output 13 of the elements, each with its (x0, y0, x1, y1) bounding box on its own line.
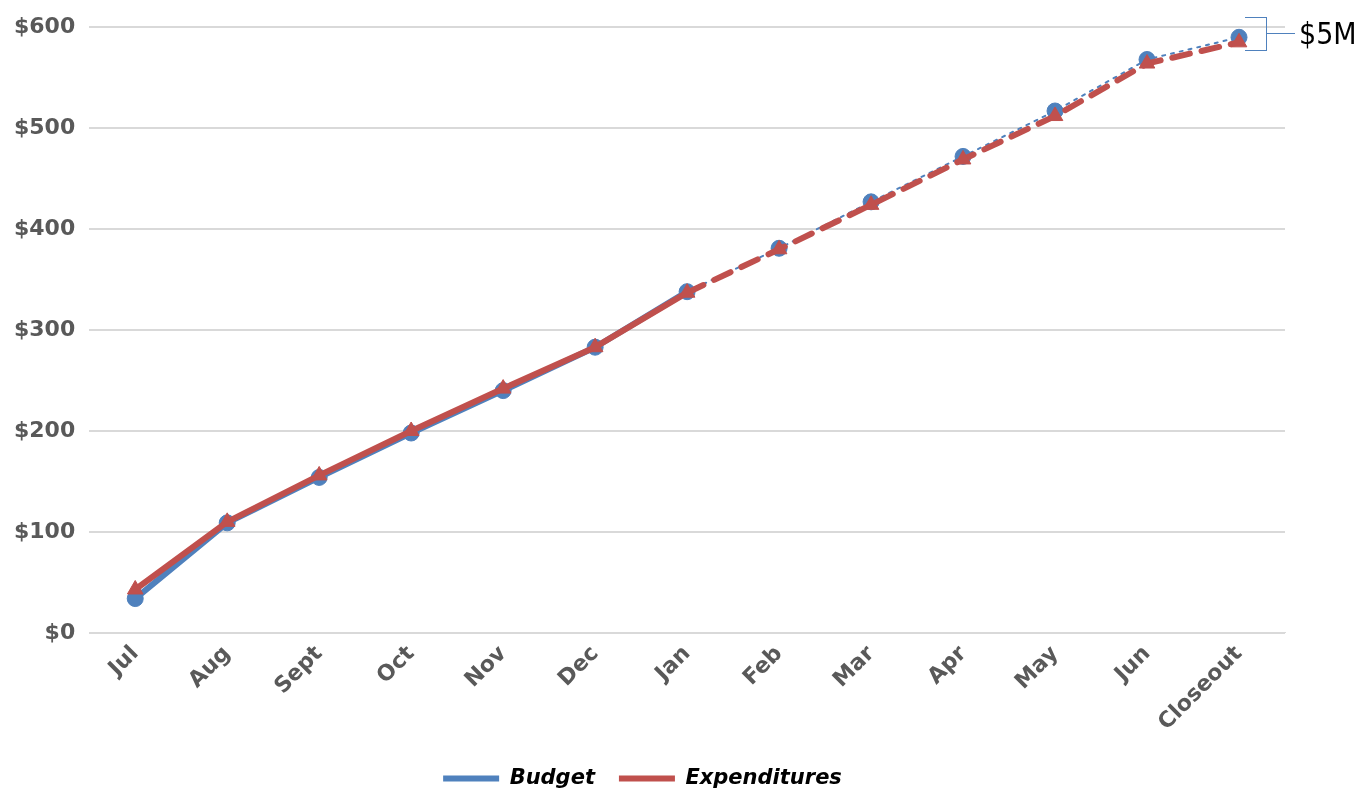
y-tick-label: $0 (44, 618, 76, 644)
y-tick-label: $400 (14, 214, 76, 240)
x-tick-label: Feb (737, 640, 787, 690)
y-tick-label: $600 (14, 12, 76, 38)
y-tick-label: $300 (14, 315, 76, 341)
legend-label: Budget (509, 764, 596, 789)
y-tick-label: $500 (14, 113, 76, 139)
x-tick-label: Oct (371, 639, 420, 688)
annotation: $5M (1299, 16, 1355, 52)
y-tick-label: $200 (14, 416, 76, 442)
y-tick-label: $100 (14, 517, 76, 543)
x-tick-label: Jul (101, 640, 143, 682)
legend-label: Expenditures (685, 764, 842, 789)
